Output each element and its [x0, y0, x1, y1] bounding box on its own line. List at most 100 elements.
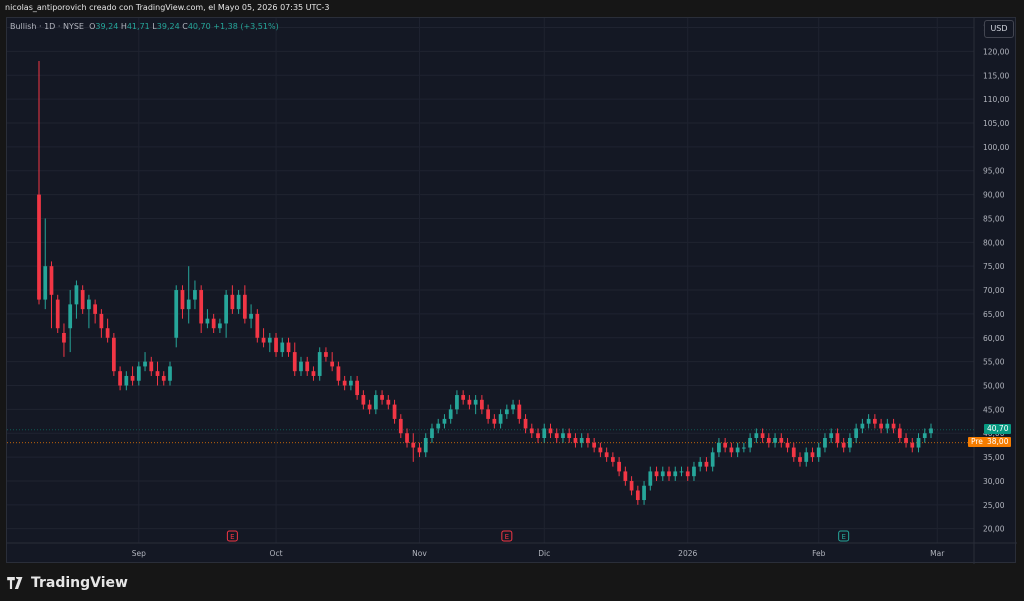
currency-button[interactable]: USD — [984, 20, 1014, 38]
candle-body[interactable] — [37, 194, 41, 300]
candle-body[interactable] — [386, 399, 391, 405]
candle-body[interactable] — [218, 323, 222, 329]
candle-body[interactable] — [529, 428, 534, 434]
earnings-marker-box[interactable] — [838, 530, 850, 542]
candle-body[interactable] — [660, 471, 665, 477]
candle-body[interactable] — [99, 313, 104, 329]
candle-body[interactable] — [573, 438, 578, 443]
candle-body[interactable] — [498, 414, 503, 424]
candle-body[interactable] — [735, 447, 740, 453]
candle-body[interactable] — [598, 447, 603, 453]
candle-body[interactable] — [361, 395, 366, 405]
candle-body[interactable] — [835, 433, 840, 443]
candle-body[interactable] — [611, 457, 615, 462]
candle-body[interactable] — [879, 423, 883, 429]
candle-body[interactable] — [897, 428, 902, 438]
candle-body[interactable] — [455, 395, 459, 410]
candle-body[interactable] — [854, 428, 859, 438]
candle-body[interactable] — [866, 418, 871, 424]
candle-body[interactable] — [267, 337, 272, 343]
candle-body[interactable] — [80, 290, 85, 310]
earnings-marker[interactable]: E — [226, 530, 238, 542]
candle-body[interactable] — [872, 418, 877, 424]
chart-frame[interactable]: 20,0025,0030,0035,0040,0045,0050,0055,00… — [6, 17, 1017, 564]
candle-body[interactable] — [798, 457, 802, 462]
candle-body[interactable] — [380, 395, 384, 400]
candle-body[interactable] — [910, 442, 915, 448]
candle-body[interactable] — [523, 418, 528, 429]
earnings-marker[interactable]: E — [838, 530, 850, 542]
candle-body[interactable] — [629, 480, 634, 491]
candle-body[interactable] — [436, 423, 441, 429]
candle-body[interactable] — [324, 352, 328, 357]
candle-body[interactable] — [704, 461, 709, 467]
candle-body[interactable] — [180, 290, 185, 310]
candle-body[interactable] — [330, 361, 335, 367]
candle-body[interactable] — [74, 285, 79, 305]
candle-body[interactable] — [667, 471, 671, 477]
candle-body[interactable] — [829, 433, 834, 438]
candle-body[interactable] — [292, 352, 297, 372]
candle-body[interactable] — [174, 290, 179, 338]
candle-body[interactable] — [236, 294, 241, 310]
candle-body[interactable] — [604, 452, 609, 458]
candle-body[interactable] — [504, 409, 509, 415]
candle-body[interactable] — [280, 342, 285, 353]
candle-body[interactable] — [567, 433, 572, 438]
candle-body[interactable] — [286, 342, 291, 353]
candle-body[interactable] — [124, 375, 129, 386]
candle-body[interactable] — [143, 361, 147, 367]
candle-body[interactable] — [891, 423, 896, 429]
candle-body[interactable] — [205, 318, 210, 324]
candle-body[interactable] — [885, 423, 890, 429]
candle-body[interactable] — [467, 399, 472, 405]
candle-body[interactable] — [904, 438, 908, 443]
candle-body[interactable] — [561, 433, 565, 438]
candle-body[interactable] — [785, 442, 790, 448]
candle-body[interactable] — [62, 333, 66, 343]
candle-body[interactable] — [149, 361, 154, 372]
candle-body[interactable] — [155, 371, 160, 376]
candle-body[interactable] — [592, 442, 597, 448]
candle-body[interactable] — [916, 438, 921, 448]
candle-body[interactable] — [848, 438, 852, 448]
candle-body[interactable] — [430, 428, 434, 438]
candle-body[interactable] — [43, 266, 48, 300]
candle-body[interactable] — [261, 337, 266, 343]
candle-body[interactable] — [754, 433, 759, 438]
candle-body[interactable] — [242, 294, 247, 319]
candle-body[interactable] — [473, 399, 478, 405]
candle-body[interactable] — [773, 438, 777, 443]
candle-body[interactable] — [517, 404, 522, 419]
candle-body[interactable] — [717, 442, 721, 453]
candle-body[interactable] — [766, 438, 771, 443]
candle-body[interactable] — [255, 313, 260, 338]
candle-body[interactable] — [355, 380, 359, 396]
candle-body[interactable] — [49, 266, 54, 295]
candle-body[interactable] — [810, 452, 815, 458]
candle-body[interactable] — [779, 438, 784, 443]
earnings-marker-box[interactable] — [501, 530, 513, 542]
candle-body[interactable] — [685, 471, 690, 477]
candle-body[interactable] — [648, 471, 653, 486]
candle-body[interactable] — [579, 438, 584, 443]
candle-body[interactable] — [554, 433, 559, 438]
candle-body[interactable] — [186, 299, 191, 310]
candle-body[interactable] — [860, 423, 865, 429]
candle-body[interactable] — [448, 409, 453, 419]
candle-body[interactable] — [193, 290, 197, 300]
candle-body[interactable] — [411, 442, 416, 448]
candle-body[interactable] — [623, 471, 628, 481]
earnings-marker-box[interactable] — [226, 530, 238, 542]
candle-body[interactable] — [105, 328, 110, 338]
candle-body[interactable] — [118, 371, 122, 386]
candle-body[interactable] — [536, 433, 540, 438]
candle-body[interactable] — [710, 452, 715, 467]
candlestick-chart[interactable]: 20,0025,0030,0035,0040,0045,0050,0055,00… — [7, 18, 1017, 564]
earnings-marker[interactable]: E — [501, 530, 513, 542]
candle-body[interactable] — [816, 447, 821, 458]
candle-body[interactable] — [87, 299, 91, 310]
candle-body[interactable] — [417, 447, 422, 453]
candle-body[interactable] — [317, 352, 322, 376]
candle-body[interactable] — [698, 461, 703, 467]
